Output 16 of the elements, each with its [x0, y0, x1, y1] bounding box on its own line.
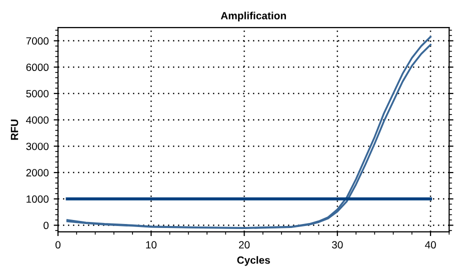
y-tick-label: 5000: [26, 90, 49, 98]
x-tick-label: 10: [146, 241, 157, 249]
x-tick-label: 0: [56, 241, 60, 249]
y-tick-label: 1000: [26, 195, 49, 203]
y-tick-label: 2000: [26, 169, 49, 176]
x-tick-label: 40: [424, 241, 436, 249]
y-tick-label: 0: [44, 222, 49, 230]
y-tick-label: 7000: [26, 37, 49, 45]
chart-title: Amplification: [220, 12, 286, 22]
x-axis-title: Cycles: [237, 256, 270, 266]
x-tick-label: 20: [238, 241, 250, 249]
y-axis-title: RFU: [10, 120, 18, 140]
y-tick-label: 6000: [26, 64, 49, 72]
y-tick-label: 3000: [26, 142, 49, 150]
y-tick-label: 4000: [26, 116, 49, 124]
x-tick-label: 30: [332, 241, 343, 249]
